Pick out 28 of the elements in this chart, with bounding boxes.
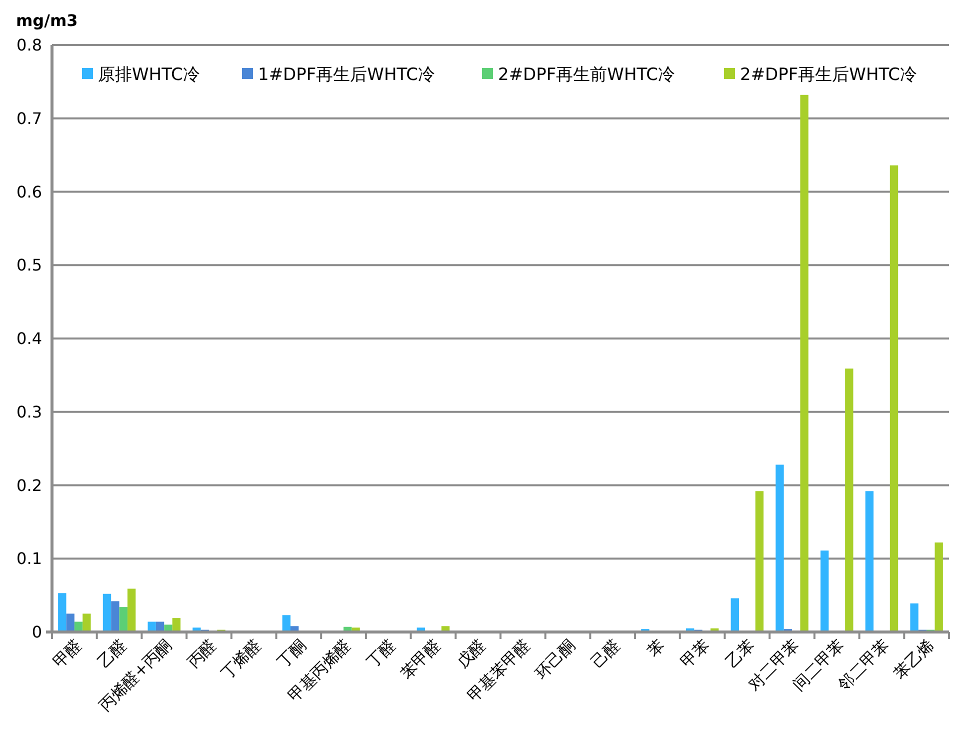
y-axis-title: mg/m3 [16, 11, 78, 30]
x-tick-label: 甲苯 [677, 635, 714, 672]
y-tick-label: 0 [32, 622, 42, 642]
y-tick-label: 0.5 [16, 256, 42, 275]
x-tick-label: 环己酮 [531, 635, 579, 683]
y-tick-label: 0.1 [16, 549, 42, 568]
x-tick-label: 苯甲醛 [396, 635, 444, 683]
y-tick-label: 0.3 [16, 402, 42, 422]
x-tick-label: 丁烯醛 [217, 635, 265, 683]
y-tick-label: 0.7 [16, 108, 42, 128]
x-tick-label: 苯乙烯 [890, 635, 938, 683]
legend-label: 2#DPF再生前WHTC冷 [498, 65, 676, 85]
y-tick-label: 0.8 [16, 36, 42, 55]
legend-label: 2#DPF再生后WHTC冷 [740, 65, 918, 85]
x-tick-label: 甲醛 [49, 635, 86, 672]
x-tick-label: 己醛 [587, 635, 624, 672]
x-tick-label: 苯 [644, 635, 668, 660]
x-tick-label: 丙醛 [184, 635, 220, 672]
legend-label: 1#DPF再生后WHTC冷 [258, 65, 436, 85]
y-tick-label: 0.2 [16, 476, 42, 495]
x-tick-label: 乙苯 [722, 635, 758, 672]
y-tick-label: 0.4 [16, 329, 42, 348]
y-tick-label: 0.6 [16, 182, 42, 202]
x-tick-label: 乙醛 [94, 635, 130, 672]
x-tick-label: 丁酮 [273, 635, 310, 672]
x-tick-label: 丁醛 [363, 635, 400, 672]
x-tick-label: 戊醛 [452, 635, 489, 672]
legend-label: 原排WHTC冷 [98, 65, 200, 85]
